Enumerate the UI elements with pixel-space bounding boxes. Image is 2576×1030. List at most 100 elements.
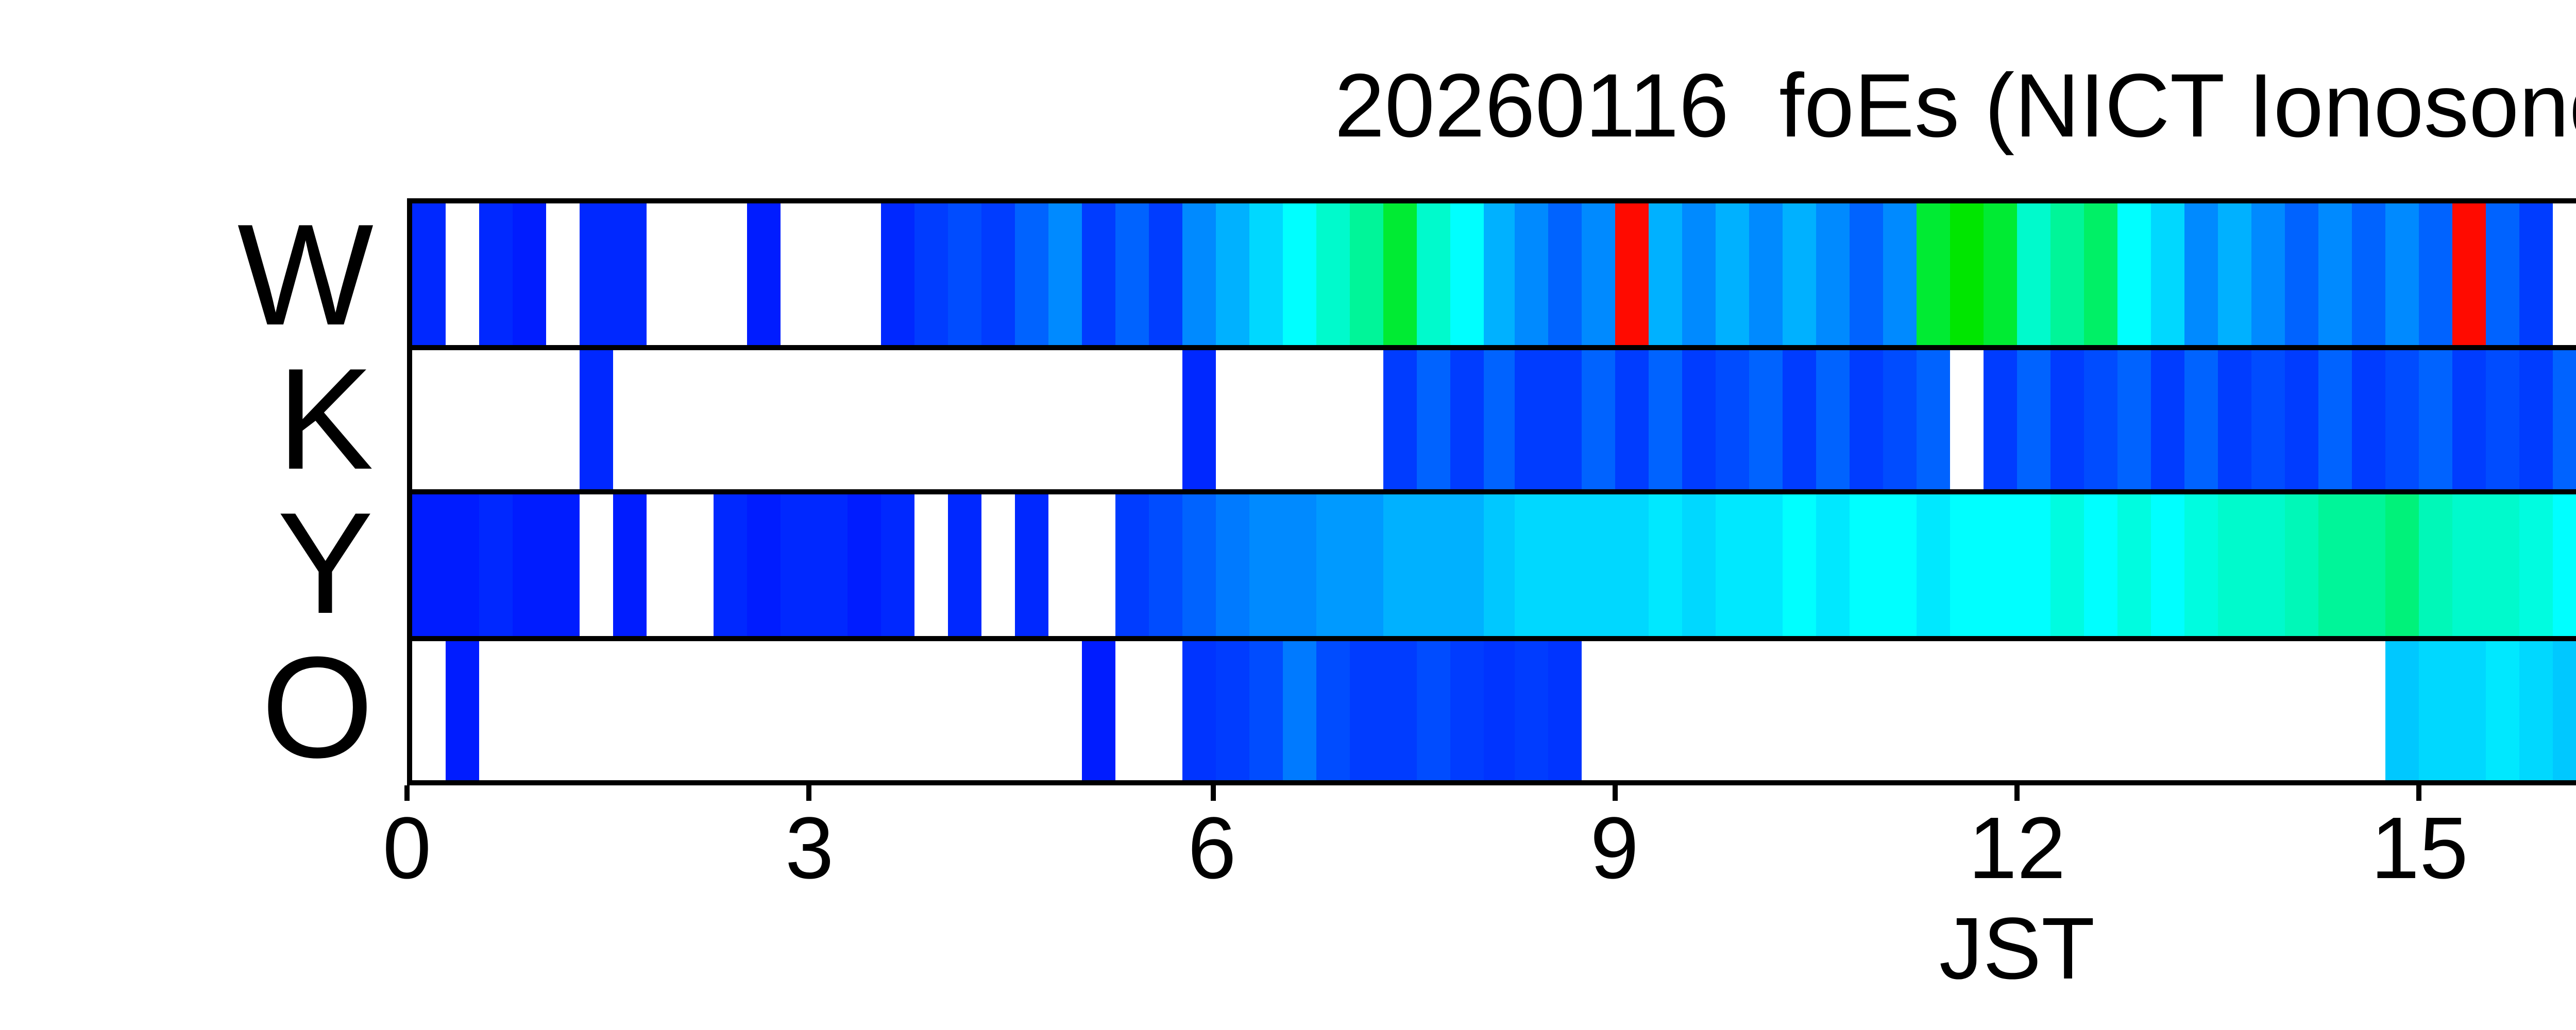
heatmap-cell xyxy=(512,203,546,344)
heatmap-cell xyxy=(546,494,580,635)
heatmap-cell xyxy=(1148,640,1182,780)
heatmap-cell xyxy=(1148,494,1182,635)
heatmap-cell xyxy=(2218,640,2252,780)
heatmap-cell xyxy=(2419,640,2453,780)
heatmap-cell xyxy=(2385,349,2419,489)
heatmap-cell xyxy=(646,640,680,780)
heatmap-cell xyxy=(2251,494,2285,635)
heatmap-cell xyxy=(2151,640,2185,780)
heatmap-cell xyxy=(2452,494,2486,635)
heatmap-cell xyxy=(1114,494,1148,635)
heatmap-cell xyxy=(913,494,947,635)
heatmap-cell xyxy=(579,203,613,344)
x-tick-mark xyxy=(2417,785,2422,801)
heatmap-cell xyxy=(1583,203,1617,344)
heatmap-cell xyxy=(1783,640,1817,780)
heatmap-cell xyxy=(1616,349,1650,489)
heatmap-cell xyxy=(2285,349,2319,489)
heatmap-cell xyxy=(1716,349,1750,489)
heatmap-cell xyxy=(1114,640,1148,780)
heatmap-cell xyxy=(1348,640,1382,780)
heatmap-cell xyxy=(1382,640,1416,780)
heatmap-cell xyxy=(1014,203,1048,344)
heatmap-cell xyxy=(1716,494,1750,635)
heatmap-cell xyxy=(814,640,847,780)
heatmap-cell xyxy=(947,203,981,344)
row-label-W: W xyxy=(237,193,374,355)
heatmap-cell xyxy=(1382,494,1416,635)
x-tick-label-0: 0 xyxy=(382,801,432,899)
heatmap-cell xyxy=(1951,494,1985,635)
heatmap-cell xyxy=(2151,494,2185,635)
heatmap-cell xyxy=(1482,640,1516,780)
heatmap-cell xyxy=(512,494,546,635)
heatmap-cell xyxy=(1984,203,2018,344)
heatmap-cell xyxy=(747,349,781,489)
heatmap-cell xyxy=(2318,494,2352,635)
heatmap-cell xyxy=(479,494,513,635)
heatmap-cell xyxy=(445,349,479,489)
heatmap-cell xyxy=(2419,349,2453,489)
heatmap-cell xyxy=(1281,494,1315,635)
heatmap-cell xyxy=(1315,349,1349,489)
heatmap-cell xyxy=(2318,349,2352,489)
heatmap-cell xyxy=(1148,203,1182,344)
heatmap-cell xyxy=(613,203,647,344)
heatmap-cell xyxy=(846,203,880,344)
heatmap-cell xyxy=(2084,640,2119,780)
heatmap-cell xyxy=(880,494,914,635)
heatmap-cell xyxy=(646,203,680,344)
heatmap-cell xyxy=(2051,349,2085,489)
heatmap-cell xyxy=(2486,494,2520,635)
heatmap-cell xyxy=(445,494,479,635)
x-tick-label-9: 9 xyxy=(1590,801,1639,899)
x-tick-label-12: 12 xyxy=(1968,801,2066,899)
heatmap-cell xyxy=(1248,640,1282,780)
heatmap-cell xyxy=(1884,349,1918,489)
heatmap-cell xyxy=(913,640,947,780)
heatmap-cell xyxy=(1984,494,2018,635)
heatmap-cell xyxy=(1248,494,1282,635)
heatmap-cell xyxy=(613,349,647,489)
heatmap-cell xyxy=(880,349,914,489)
heatmap-cell xyxy=(947,640,981,780)
heatmap-cell xyxy=(1884,203,1918,344)
heatmap-cell xyxy=(1215,494,1249,635)
heatmap-cell xyxy=(747,203,781,344)
heatmap-cell xyxy=(1148,349,1182,489)
heatmap-cell xyxy=(1549,349,1583,489)
heatmap-cell xyxy=(2018,494,2052,635)
heatmap-row-O xyxy=(412,640,2576,780)
heatmap-cell xyxy=(579,640,613,780)
heatmap-cell xyxy=(1415,640,1449,780)
heatmap-cell xyxy=(2184,494,2218,635)
heatmap-cell xyxy=(1716,640,1750,780)
heatmap-cell xyxy=(1917,203,1951,344)
heatmap-cell xyxy=(2553,203,2576,344)
heatmap-cell xyxy=(1516,349,1550,489)
heatmap-cell xyxy=(680,640,714,780)
heatmap-cell xyxy=(1114,349,1148,489)
heatmap-cell xyxy=(2118,640,2151,780)
heatmap-cell xyxy=(1583,640,1617,780)
heatmap-cell xyxy=(1449,640,1483,780)
heatmap-cell xyxy=(1884,494,1918,635)
heatmap-cell xyxy=(1449,349,1483,489)
heatmap-cell xyxy=(1516,203,1550,344)
x-tick-mark xyxy=(807,785,812,801)
heatmap-cell xyxy=(1215,203,1249,344)
row-label-O: O xyxy=(261,626,374,788)
heatmap-cell xyxy=(2018,349,2052,489)
heatmap-cell xyxy=(1951,349,1985,489)
heatmap-cell xyxy=(814,349,847,489)
heatmap-cell xyxy=(713,640,747,780)
heatmap-cell xyxy=(1616,640,1650,780)
heatmap-cell xyxy=(1482,494,1516,635)
heatmap-cell xyxy=(2118,349,2151,489)
heatmap-cell xyxy=(713,349,747,489)
heatmap-cell xyxy=(2419,203,2453,344)
heatmap-cell xyxy=(814,494,847,635)
heatmap-cell xyxy=(1951,640,1985,780)
heatmap-cell xyxy=(2084,494,2119,635)
heatmap-row-W xyxy=(412,203,2576,349)
